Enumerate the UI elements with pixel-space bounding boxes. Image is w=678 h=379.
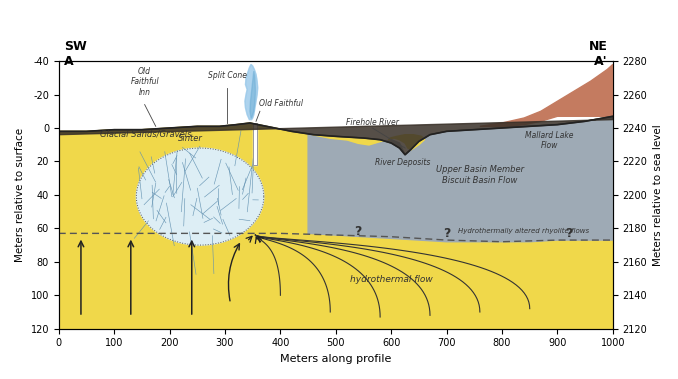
Text: River Deposits: River Deposits — [375, 158, 430, 167]
Text: NE
A': NE A' — [589, 40, 607, 68]
Polygon shape — [480, 64, 613, 126]
Text: Hydrothermally altered rhyolite flows: Hydrothermally altered rhyolite flows — [458, 228, 589, 234]
Polygon shape — [253, 123, 257, 165]
Text: Old
Faithful
Inn: Old Faithful Inn — [130, 67, 159, 97]
Polygon shape — [250, 71, 256, 118]
Text: Sinter: Sinter — [178, 135, 203, 143]
Text: ?: ? — [565, 227, 572, 240]
Y-axis label: Meters relative to surface: Meters relative to surface — [15, 128, 25, 262]
Text: SW
A: SW A — [64, 40, 87, 68]
Text: Glacial Sands/Gravels: Glacial Sands/Gravels — [100, 129, 192, 138]
Polygon shape — [136, 148, 264, 245]
Text: Old Faithful: Old Faithful — [260, 99, 303, 108]
Polygon shape — [388, 135, 424, 150]
Y-axis label: Meters relative to sea level: Meters relative to sea level — [653, 124, 663, 266]
Text: ?: ? — [355, 225, 361, 238]
Text: hydrothermal flow: hydrothermal flow — [350, 275, 433, 284]
Polygon shape — [59, 116, 613, 155]
Text: Upper Basin Member
Biscuit Basin Flow: Upper Basin Member Biscuit Basin Flow — [436, 165, 524, 185]
Text: Mallard Lake
Flow: Mallard Lake Flow — [525, 131, 574, 150]
Polygon shape — [245, 64, 258, 120]
Polygon shape — [308, 116, 613, 242]
X-axis label: Meters along profile: Meters along profile — [280, 354, 391, 364]
Text: ?: ? — [443, 227, 450, 240]
Text: Split Cone: Split Cone — [207, 71, 247, 80]
Polygon shape — [59, 116, 613, 329]
Text: Firehole River: Firehole River — [346, 117, 399, 127]
Polygon shape — [245, 64, 258, 120]
